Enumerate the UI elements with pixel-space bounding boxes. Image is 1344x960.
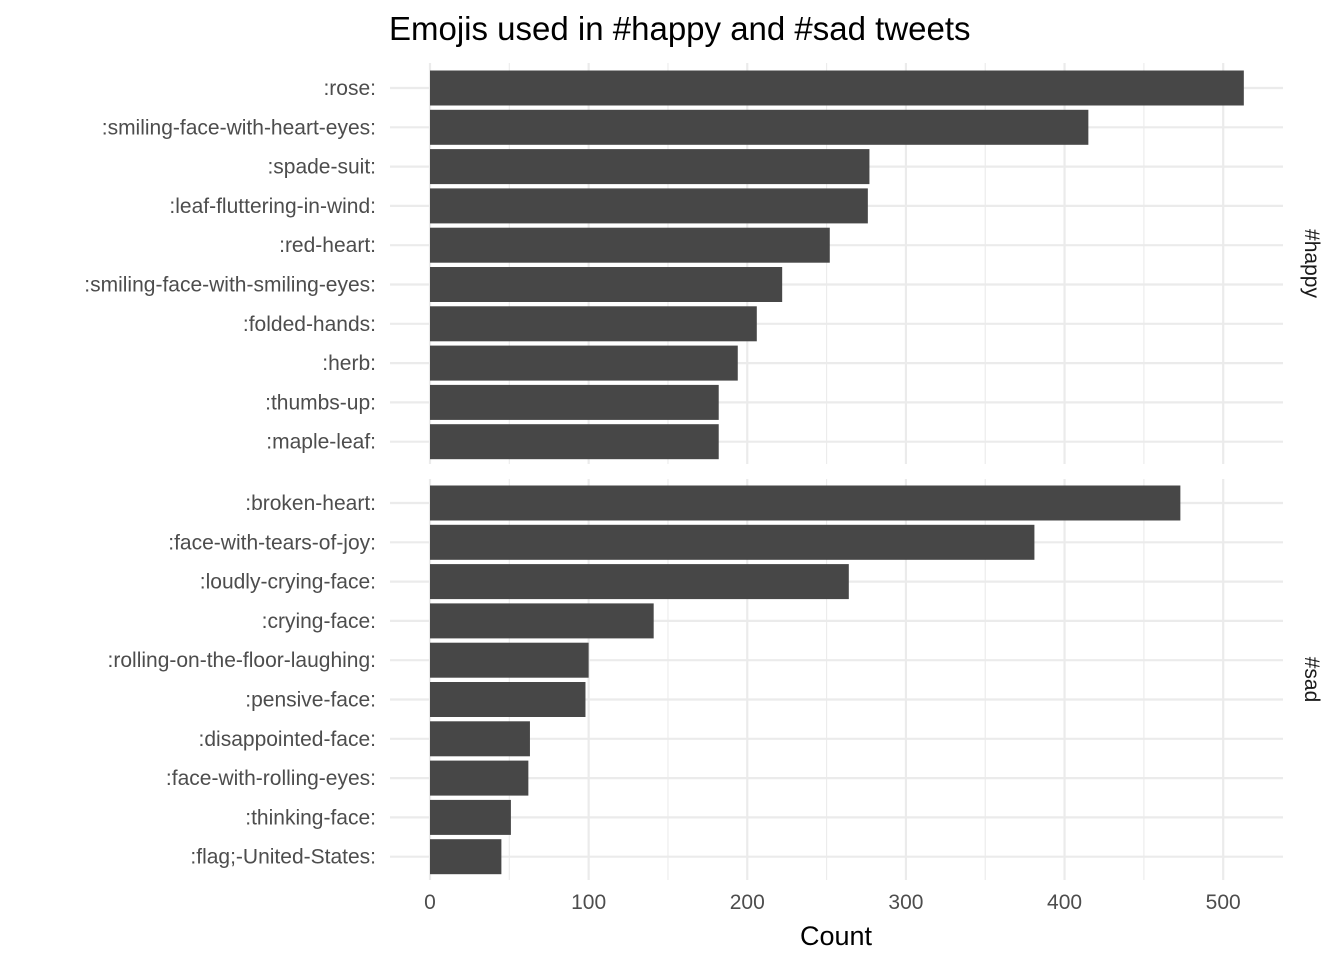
grid-layer	[390, 63, 1283, 880]
category-label-happy-8: :thumbs-up:	[265, 391, 376, 414]
bar-sad-8	[430, 799, 511, 835]
category-label-happy-4: :red-heart:	[279, 234, 376, 257]
bar-happy-7	[430, 345, 738, 381]
category-label-sad-2: :loudly-crying-face:	[200, 571, 376, 594]
bar-happy-1	[430, 109, 1089, 145]
bar-happy-6	[430, 306, 757, 342]
bar-sad-6	[430, 721, 530, 757]
bar-happy-0	[430, 70, 1244, 106]
facet-strip-label-sad: #sad	[1300, 657, 1323, 703]
bar-sad-1	[430, 524, 1035, 560]
bar-sad-0	[430, 485, 1181, 521]
x-tick-label: 300	[888, 891, 923, 914]
category-label-sad-8: :thinking-face:	[245, 806, 376, 829]
category-label-happy-3: :leaf-fluttering-in-wind:	[169, 195, 376, 218]
category-label-sad-4: :rolling-on-the-floor-laughing:	[108, 649, 376, 672]
x-tick-label: 400	[1047, 891, 1082, 914]
category-label-happy-2: :spade-suit:	[267, 156, 376, 179]
bar-happy-3	[430, 188, 868, 224]
chart-title: Emojis used in #happy and #sad tweets	[389, 10, 971, 47]
category-label-happy-9: :maple-leaf:	[266, 431, 376, 454]
bar-happy-9	[430, 424, 719, 460]
bar-sad-3	[430, 603, 654, 639]
bar-happy-5	[430, 267, 783, 302]
facet-strip-label-happy: #happy	[1300, 229, 1323, 298]
category-label-sad-0: :broken-heart:	[245, 492, 376, 515]
category-label-happy-0: :rose:	[323, 77, 376, 100]
category-label-sad-3: :crying-face:	[262, 610, 376, 633]
bar-sad-9	[430, 839, 502, 875]
x-tick-label: 0	[424, 891, 436, 914]
x-tick-label: 500	[1206, 891, 1241, 914]
category-label-sad-1: :face-with-tears-of-joy:	[168, 531, 376, 554]
category-label-happy-5: :smiling-face-with-smiling-eyes:	[84, 274, 376, 297]
bar-sad-4	[430, 642, 589, 678]
category-label-sad-9: :flag;-United-States:	[190, 846, 376, 869]
x-tick-label: 100	[571, 891, 606, 914]
category-label-happy-7: :herb:	[322, 352, 376, 375]
category-label-sad-7: :face-with-rolling-eyes:	[166, 767, 376, 790]
x-axis-title: Count	[800, 921, 873, 951]
category-label-sad-6: :disappointed-face:	[199, 728, 376, 751]
bar-happy-2	[430, 149, 870, 185]
bar-sad-2	[430, 564, 849, 600]
bar-happy-4	[430, 227, 830, 263]
category-label-sad-5: :pensive-face:	[245, 689, 376, 712]
bar-sad-7	[430, 760, 529, 796]
bar-layer	[430, 70, 1244, 875]
x-tick-label: 200	[730, 891, 765, 914]
bar-sad-5	[430, 682, 586, 717]
category-label-happy-6: :folded-hands:	[243, 313, 376, 336]
bar-happy-8	[430, 384, 719, 420]
label-layer: :rose::smiling-face-with-heart-eyes::spa…	[84, 77, 1323, 914]
category-label-happy-1: :smiling-face-with-heart-eyes:	[102, 116, 376, 139]
